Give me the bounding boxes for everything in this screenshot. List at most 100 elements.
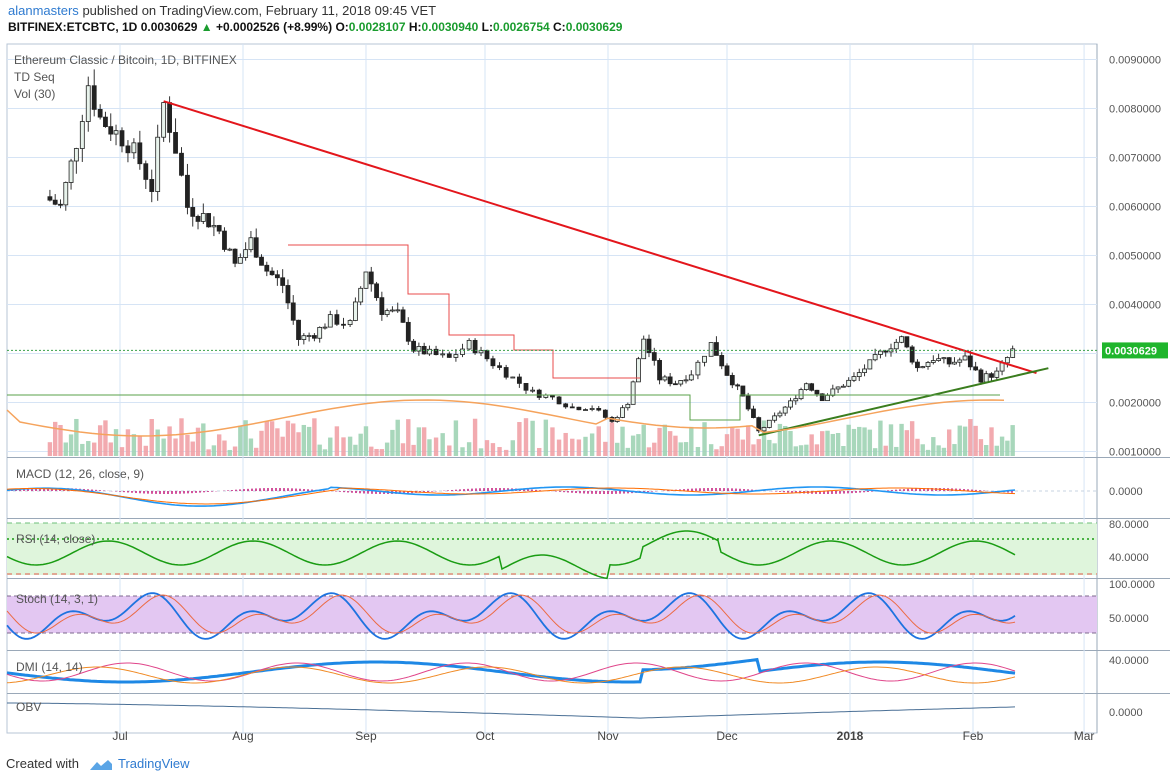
candle-body bbox=[206, 213, 212, 228]
td-resistance-line bbox=[288, 244, 640, 379]
high-value: 0.0030940 bbox=[421, 20, 479, 34]
candle-body bbox=[484, 350, 490, 360]
volume-bar bbox=[830, 433, 836, 456]
stoch-d-line bbox=[6, 594, 1016, 634]
volume-bar bbox=[478, 448, 484, 456]
volume-bar bbox=[841, 446, 846, 456]
candle-body bbox=[358, 287, 364, 303]
candle-body bbox=[161, 102, 167, 138]
volume-bar bbox=[756, 439, 761, 456]
candle-body bbox=[190, 207, 196, 217]
author-link[interactable]: alanmasters bbox=[8, 3, 79, 18]
volume-bar bbox=[589, 433, 595, 456]
candle-body bbox=[729, 375, 735, 386]
candle-body bbox=[809, 383, 815, 391]
volume-bar bbox=[206, 449, 211, 456]
candle-body bbox=[322, 326, 328, 329]
candle-body bbox=[466, 339, 472, 350]
volume-bar bbox=[530, 420, 535, 456]
rsi-line bbox=[6, 530, 1016, 580]
candle-body bbox=[766, 419, 772, 428]
volume-bar bbox=[484, 440, 490, 456]
volume-bar bbox=[216, 434, 222, 456]
volume-bar bbox=[80, 443, 85, 456]
footer: Created with TradingView bbox=[0, 752, 1171, 781]
trendline-down bbox=[163, 100, 1037, 375]
stoch-tick-label: 50.0000 bbox=[1109, 613, 1149, 625]
dmi-minus-line bbox=[6, 666, 1016, 684]
volume-bar bbox=[862, 427, 867, 456]
volume-bar bbox=[222, 440, 227, 456]
candle-body bbox=[232, 248, 238, 264]
candle-body bbox=[620, 407, 625, 418]
candle-body bbox=[683, 379, 689, 382]
trendline-up bbox=[758, 367, 1049, 437]
publish-text: published on TradingView.com, February 1… bbox=[82, 3, 437, 18]
candle-body bbox=[478, 350, 484, 354]
volume-bar bbox=[702, 422, 707, 456]
volume-bar bbox=[646, 447, 652, 456]
candle-body bbox=[777, 412, 783, 417]
candle-body bbox=[253, 237, 259, 258]
volume-bar bbox=[259, 430, 264, 456]
volume-bar bbox=[400, 443, 406, 456]
candle-body bbox=[103, 116, 108, 128]
candle-body bbox=[589, 408, 595, 410]
volume-bar bbox=[374, 448, 379, 456]
candle-body bbox=[390, 309, 395, 312]
candle-body bbox=[264, 264, 270, 272]
candle-body bbox=[460, 348, 465, 355]
candle-body bbox=[1010, 348, 1016, 358]
candle-body bbox=[237, 257, 243, 264]
volume-bar bbox=[952, 444, 957, 456]
candle-body bbox=[872, 354, 878, 361]
candle-body bbox=[745, 395, 751, 410]
candle-body bbox=[352, 301, 358, 321]
price-tick-label: 0.0080000 bbox=[1109, 104, 1161, 116]
candle-body bbox=[925, 362, 931, 367]
candle-body bbox=[967, 355, 973, 368]
chart-canvas[interactable]: 0.0090000 0.0080000 0.0070000 0.0060000 0.00… bbox=[0, 38, 1171, 756]
volume-bar bbox=[835, 433, 841, 456]
volume-bar bbox=[576, 439, 582, 456]
volume-bar bbox=[751, 444, 756, 456]
volume-bar bbox=[510, 440, 515, 456]
candle-body bbox=[957, 359, 963, 363]
volume-bar bbox=[782, 425, 788, 456]
volume-bar bbox=[804, 444, 809, 456]
volume-bar bbox=[131, 434, 137, 456]
last-price: 0.0030629 bbox=[140, 20, 198, 34]
volume-bar bbox=[466, 442, 472, 456]
volume-bar bbox=[625, 447, 631, 456]
volume-bar bbox=[97, 425, 103, 456]
volume-bar bbox=[1010, 425, 1015, 456]
candle-body bbox=[52, 199, 58, 205]
volume-bar bbox=[103, 420, 108, 456]
volume-bar bbox=[689, 426, 694, 456]
rsi-tick-label: 80.0000 bbox=[1109, 519, 1149, 531]
volume-bar bbox=[517, 422, 522, 456]
volume-bar bbox=[411, 444, 416, 456]
candle-body bbox=[312, 335, 317, 339]
candle-body bbox=[440, 353, 446, 356]
tradingview-brand-link[interactable]: TradingView bbox=[118, 756, 190, 771]
candle-body bbox=[368, 271, 374, 285]
candle-body bbox=[85, 85, 91, 122]
candle-body bbox=[503, 367, 509, 378]
volume-bar bbox=[280, 436, 285, 456]
chart-title: Ethereum Classic / Bitcoin, 1D, BITFINEX bbox=[14, 53, 237, 67]
candle-body bbox=[453, 354, 459, 358]
volume-bar bbox=[143, 445, 148, 456]
volume-bar bbox=[433, 437, 439, 456]
volume-bar bbox=[238, 425, 243, 456]
candle-body bbox=[825, 394, 830, 402]
candle-body bbox=[835, 386, 841, 390]
volume-bar bbox=[190, 441, 195, 456]
volume-bar bbox=[667, 431, 673, 456]
high-label: H: bbox=[408, 20, 422, 34]
candle-body bbox=[867, 359, 873, 370]
volume-bar bbox=[641, 424, 646, 456]
candle-body bbox=[915, 361, 920, 369]
candle-body bbox=[724, 365, 730, 376]
candle-body bbox=[999, 362, 1005, 372]
